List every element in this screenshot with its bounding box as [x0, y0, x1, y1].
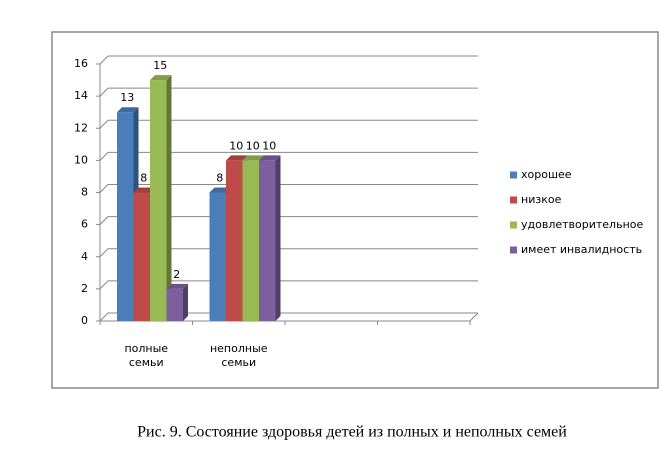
- bar: [166, 283, 188, 321]
- bar-top: [117, 107, 139, 113]
- bar-top: [226, 155, 248, 161]
- bar-front: [226, 160, 243, 321]
- data-label: 8: [216, 172, 223, 185]
- y-tick-label: 10: [74, 153, 88, 166]
- x-tick-label: полные семьи: [124, 342, 168, 369]
- data-label: 15: [153, 59, 167, 72]
- grid-line: [99, 87, 478, 97]
- legend-swatch: [510, 221, 517, 229]
- floor-edge: [469, 312, 479, 322]
- bar-front: [133, 192, 150, 321]
- grid-line: [99, 55, 478, 65]
- x-tick-label: неполные семьи: [210, 342, 268, 369]
- grid-line: [99, 216, 478, 225]
- y-tick-label: 14: [74, 89, 88, 102]
- y-tick-label: 2: [81, 282, 88, 295]
- data-label: 13: [120, 91, 134, 104]
- legend-label: низкое: [521, 193, 562, 206]
- bar-top: [150, 75, 172, 81]
- data-label: 2: [173, 268, 180, 281]
- bar-front: [242, 160, 259, 321]
- y-tick-label: 8: [81, 186, 88, 199]
- data-label: 8: [140, 172, 147, 185]
- legend-label: удовлетворительное: [521, 218, 643, 231]
- bar-side: [183, 283, 188, 321]
- bar-front: [166, 288, 183, 321]
- bar-top: [242, 155, 264, 161]
- legend-label: имеет инвалидность: [521, 243, 642, 256]
- y-tick-label: 6: [81, 218, 88, 231]
- y-tick-label: 4: [81, 250, 88, 263]
- bar: [259, 155, 281, 321]
- bar-front: [150, 80, 167, 321]
- grid-line: [99, 119, 478, 129]
- bar-side: [166, 75, 172, 321]
- caption: Рис. 9. Состояние здоровья детей из полн…: [137, 424, 567, 441]
- y-tick-label: 12: [74, 121, 88, 134]
- bar: [150, 75, 172, 321]
- y-tick-label: 16: [74, 57, 88, 70]
- bar-front: [117, 112, 134, 321]
- legend-swatch: [510, 196, 517, 204]
- bar-front: [259, 160, 276, 321]
- grid-line: [99, 280, 478, 290]
- data-label: 10: [229, 139, 243, 152]
- bar-top: [166, 283, 188, 289]
- legend-label: хорошее: [521, 168, 572, 181]
- grid-line: [99, 312, 478, 322]
- legend-swatch: [510, 171, 517, 179]
- bar-top: [209, 187, 231, 193]
- bar-front: [209, 192, 226, 321]
- legend-swatch: [510, 246, 517, 254]
- grid-line: [99, 151, 478, 161]
- data-label: 10: [262, 139, 276, 152]
- bar-top: [259, 155, 281, 161]
- data-label: 10: [246, 139, 260, 152]
- y-tick-label: 0: [81, 314, 88, 327]
- grid-line: [99, 184, 478, 193]
- bar-side: [275, 155, 281, 321]
- grid-line: [99, 248, 478, 258]
- bar-top: [133, 187, 155, 193]
